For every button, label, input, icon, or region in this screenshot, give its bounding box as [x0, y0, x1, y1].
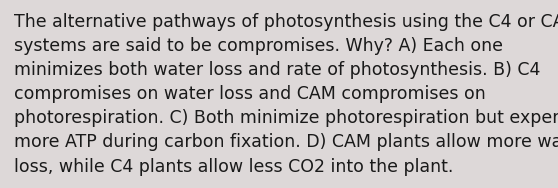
Text: minimizes both water loss and rate of photosynthesis. B) C4: minimizes both water loss and rate of ph… [14, 61, 540, 79]
Text: loss, while C4 plants allow less CO2 into the plant.: loss, while C4 plants allow less CO2 int… [14, 158, 453, 176]
Text: photorespiration. C) Both minimize photorespiration but expend: photorespiration. C) Both minimize photo… [14, 109, 558, 127]
Text: compromises on water loss and CAM compromises on: compromises on water loss and CAM compro… [14, 85, 485, 103]
Text: more ATP during carbon fixation. D) CAM plants allow more water: more ATP during carbon fixation. D) CAM … [14, 133, 558, 152]
Text: systems are said to be compromises. Why? A) Each one: systems are said to be compromises. Why?… [14, 37, 503, 55]
Text: The alternative pathways of photosynthesis using the C4 or CAM: The alternative pathways of photosynthes… [14, 13, 558, 31]
